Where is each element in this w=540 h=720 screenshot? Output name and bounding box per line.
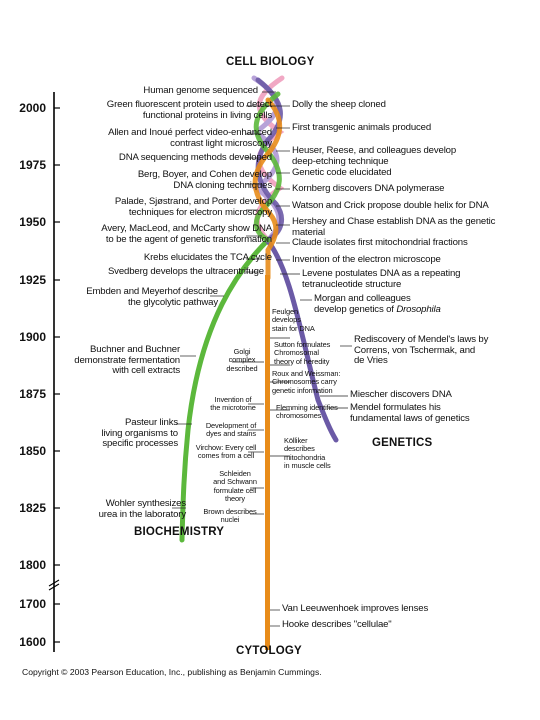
label-biochemistry: BIOCHEMISTRY	[134, 526, 225, 538]
event-kolliker: Kölliker describes mitochondria in muscle c…	[284, 436, 331, 471]
event-em-invention: Invention of the electron microscope	[292, 254, 441, 265]
helix-strand-biochemistry	[253, 91, 282, 243]
event-claude: Claude isolates first mitochondrial frac…	[292, 237, 468, 248]
event-kornberg: Kornberg discovers DNA polymerase	[292, 183, 445, 194]
event-golgi: Golgi complex described	[226, 347, 258, 373]
event-palade: Palade, Sjøstrand, and Porter develop tec…	[114, 196, 272, 218]
event-buchner: Buchner and Buchner demonstrate fermentat…	[74, 344, 180, 377]
event-avery: Avery, MacLeod, and McCarty show DNA to b…	[101, 223, 272, 245]
event-morgan: Morgan and colleagues develop genetics of…	[314, 293, 441, 315]
event-hershey: Hershey and Chase establish DNA as the g…	[292, 216, 496, 238]
morgan-text: Morgan and colleagues develop genetics of	[314, 293, 411, 315]
label-cell-biology: CELL BIOLOGY	[226, 56, 315, 68]
event-mendel-laws: Mendel formulates his fundamental laws of…	[350, 402, 470, 424]
event-flemming: Flemming identifies chromosomes	[276, 403, 338, 421]
event-dyes: Development of dyes and stains	[205, 421, 257, 439]
event-heuser: Heuser, Reese, and colleagues develop dee…	[292, 145, 457, 167]
axis-ticks	[54, 107, 60, 643]
axis-break-marks	[48, 579, 60, 591]
event-dolly: Dolly the sheep cloned	[292, 99, 386, 110]
year-label: 1950	[19, 215, 46, 229]
event-levene: Levene postulates DNA as a repeating tetr…	[302, 268, 461, 290]
event-human-genome: Human genome sequenced	[143, 85, 258, 96]
event-virchow: Virchow: Every cell comes from a cell	[195, 443, 257, 461]
event-miescher: Miescher discovers DNA	[350, 389, 452, 400]
event-allen-inoue: Allen and Inoué perfect video-enhanced co…	[108, 127, 272, 149]
event-feulgen: Feulgen develops stain for DNA	[272, 307, 315, 333]
event-krebs: Krebs elucidates the TCA cycle	[143, 252, 272, 263]
year-axis	[48, 92, 60, 652]
event-schleiden: Schleiden and Schwann formulate cell theory	[213, 469, 257, 504]
year-label: 1925	[19, 273, 46, 287]
label-genetics: GENETICS	[372, 437, 433, 449]
cytology-trunk	[265, 275, 270, 650]
helix-braid	[251, 75, 285, 281]
event-microtome: Invention of the microtome	[210, 395, 256, 413]
genetics-strand	[264, 237, 339, 443]
event-sutton: Sutton formulates Chromosomal theory of he…	[274, 340, 331, 366]
event-hooke: Hooke describes "cellulae"	[282, 619, 392, 630]
event-pasteur: Pasteur links living organisms to specific…	[101, 417, 178, 450]
year-label: 1800	[19, 558, 46, 572]
event-dna-sequencing: DNA sequencing methods developed	[118, 152, 272, 163]
year-label: 1900	[19, 330, 46, 344]
year-label: 1975	[19, 158, 46, 172]
event-roux: Roux and Weissman: Chromosomes carry genet…	[272, 369, 341, 395]
event-genetic-code: Genetic code elucidated	[292, 167, 392, 178]
year-label: 1850	[19, 444, 46, 458]
label-cytology: CYTOLOGY	[236, 645, 302, 657]
copyright-notice: Copyright © 2003 Pearson Education, Inc.…	[22, 667, 322, 677]
year-label: 1875	[19, 387, 46, 401]
year-label: 2000	[19, 101, 46, 115]
leader-lines	[172, 91, 352, 627]
event-watson: Watson and Crick propose double helix fo…	[292, 200, 489, 211]
event-embden: Embden and Meyerhof describe the glycolyt…	[86, 286, 218, 308]
event-gfp: Green fluorescent protein used to detect…	[106, 99, 272, 121]
event-leeuwenhoek: Van Leeuwenhoek improves lenses	[282, 603, 429, 614]
year-label: 1700	[19, 597, 46, 611]
event-berg: Berg, Boyer, and Cohen develop DNA clonin…	[137, 169, 272, 191]
event-mendel-rediscovery: Rediscovery of Mendel's laws by Correns, …	[354, 334, 489, 367]
event-transgenic: First transgenic animals produced	[292, 122, 432, 133]
helix-strand-cytology	[252, 97, 283, 281]
year-label: 1825	[19, 501, 46, 515]
year-label: 1600	[19, 635, 46, 649]
event-wohler: Wohler synthesizes urea in the laboratory	[98, 498, 187, 520]
event-brown: Brown describes nuclei	[203, 507, 257, 525]
morgan-drosophila: Drosophila	[396, 303, 441, 315]
event-svedberg: Svedberg develops the ultracentrifuge	[107, 266, 264, 277]
biochemistry-strand	[179, 237, 271, 543]
